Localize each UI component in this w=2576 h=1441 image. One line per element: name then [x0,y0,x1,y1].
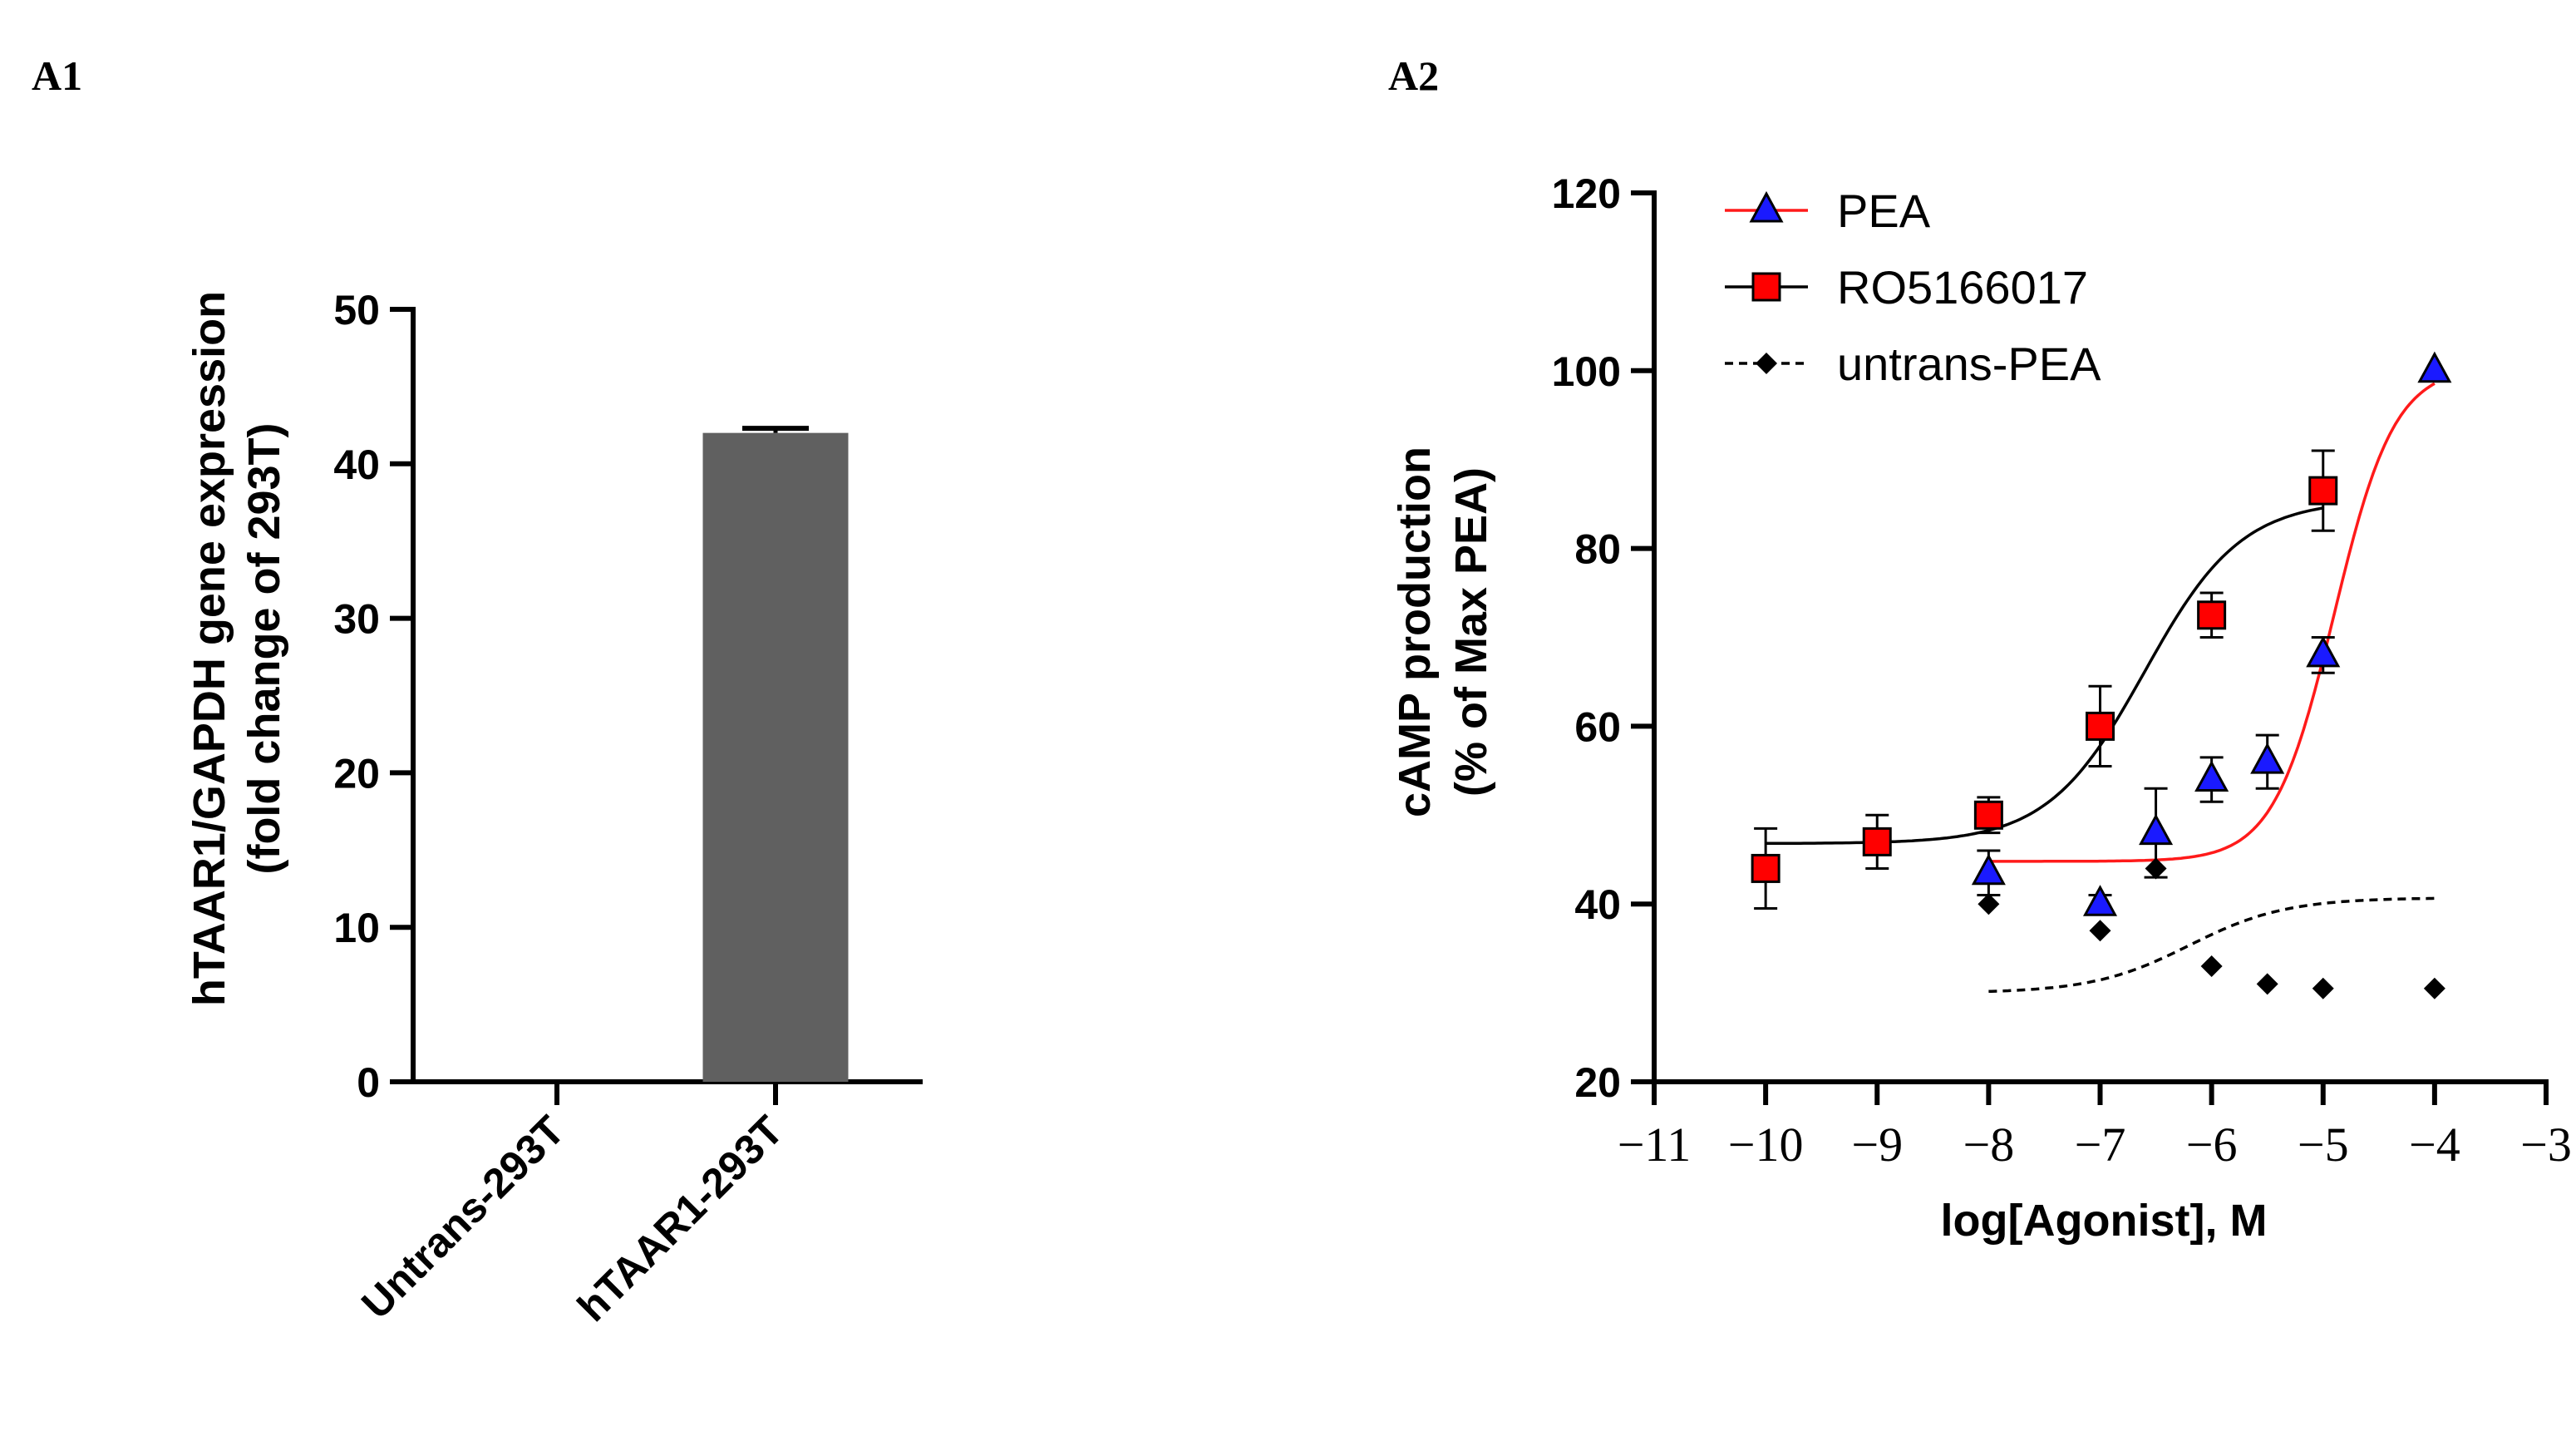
panel-label-a1: A1 [32,52,82,99]
a1-x-tick-label: Untrans-293T [352,1107,574,1328]
a2-data-point [2086,711,2115,741]
a2-data-point [1978,893,2000,915]
a2-x-tick-label: −5 [2298,1118,2349,1172]
a1-y-tick-label: 30 [333,596,380,643]
a2-data-point [2197,600,2227,630]
a2-x-axis-title: log[Agonist], M [1941,1196,2268,1246]
a2-y-axis-title-line1: cAMP production [1390,447,1440,817]
a2-fit-curve-pea [1988,382,2436,863]
a2-data-point [2250,743,2285,774]
a1-bars [702,426,849,1082]
legend-marker [1751,272,1781,302]
a2-data-point [2145,857,2167,880]
a2-x-tick-label: −10 [1728,1118,1804,1172]
a2-fit-curve-untrans-pea [1988,896,2435,994]
legend-label: RO5166017 [1837,261,2088,313]
a2-data-point [2306,635,2341,668]
a2-x-tick-label: −7 [2075,1118,2126,1172]
a2-y-axis-title: cAMP production (% of Max PEA) [1390,447,1496,817]
a2-data-point [2256,973,2278,995]
panel-label-a2: A2 [1388,52,1439,99]
a1-y-tick-label: 50 [333,287,380,333]
a2-y-tick-label: 20 [1574,1059,1621,1106]
a2-y-axis-title-line2: (% of Max PEA) [1446,467,1496,797]
a1-bar [702,432,849,1082]
a2-y-tick-label: 80 [1574,526,1621,573]
a2-axes: 20 40 60 80 100 120 −11 −10 −9 −8 −7 −6 −5 −4 −3 [1552,170,2572,1172]
a2-x-tick-label: −6 [2186,1118,2238,1172]
legend-marker [1749,190,1784,223]
a2-data-point [2200,955,2223,978]
a1-y-tick-label: 10 [333,905,380,951]
a1-y-tick-label: 0 [357,1059,380,1106]
line-chart-a2: cAMP production (% of Max PEA) log[Agoni… [1390,170,2572,1246]
a2-legend: PEA RO5166017 untrans-PEA [1725,185,2101,390]
a2-x-tick-label: −4 [2409,1118,2460,1172]
legend-marker [1756,353,1777,374]
a2-data-point [1751,853,1781,883]
a2-data-point [2308,476,2338,506]
a2-fit-curve-ro5166017 [1766,506,2324,846]
a2-points [1751,351,2452,999]
bar-chart-a1: hTAAR1/GAPDH gene expression (fold chang… [185,287,923,1330]
a2-y-tick-label: 120 [1552,170,1621,217]
a2-data-point [1973,800,2003,830]
a1-y-axis-title-line1: hTAAR1/GAPDH gene expression [185,291,234,1006]
a2-data-point [2312,977,2334,999]
a2-data-point [1862,827,1892,856]
a2-y-tick-label: 60 [1574,703,1621,750]
a2-x-tick-label: −8 [1963,1118,2015,1172]
a2-curves [1766,382,2436,994]
a2-data-point [2139,813,2174,846]
a1-y-axis-title-line2: (fold change of 293T) [239,422,289,874]
a1-y-axis-title: hTAAR1/GAPDH gene expression (fold chang… [185,291,289,1006]
a2-x-tick-label: −3 [2520,1118,2572,1172]
a2-data-point [2082,885,2118,916]
a2-data-point [2417,351,2452,383]
a2-data-point [2194,760,2229,792]
legend-label: untrans-PEA [1837,338,2101,390]
a1-y-tick-label: 20 [333,750,380,797]
a2-y-tick-label: 40 [1574,881,1621,928]
a2-y-tick-label: 100 [1552,348,1621,395]
a1-y-tick-label: 40 [333,442,380,488]
a2-x-tick-label: −9 [1851,1118,1903,1172]
a2-x-tick-label: −11 [1618,1118,1692,1172]
a2-data-point [2089,920,2111,942]
a1-x-tick-label: hTAAR1-293T [569,1107,792,1330]
legend-label: PEA [1837,185,1931,237]
a2-data-point [1971,853,2006,886]
a2-data-point [2423,977,2445,999]
